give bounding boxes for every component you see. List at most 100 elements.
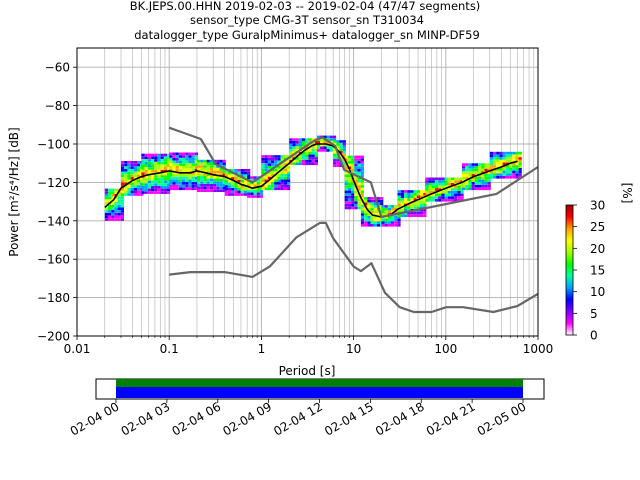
heatmap-cell [182, 174, 186, 177]
heatmap-cell [423, 192, 427, 196]
heatmap-cell [357, 158, 361, 161]
heatmap-cell [416, 195, 420, 199]
heatmap-cell [287, 176, 291, 180]
heatmap-cell [169, 179, 173, 182]
heatmap-cell [489, 162, 493, 166]
heatmap-cell [381, 224, 385, 227]
heatmap-cell [151, 185, 155, 189]
heatmap-cell [191, 157, 195, 161]
heatmap-cell [108, 218, 112, 221]
heatmap-cell [200, 186, 204, 190]
heatmap-cell [370, 202, 374, 206]
heatmap-cell [431, 199, 435, 202]
heatmap-cell [478, 184, 482, 188]
heatmap-cell [502, 159, 506, 163]
heatmap-cell [465, 163, 469, 166]
heatmap-cell [197, 181, 201, 184]
heatmap-cell [339, 142, 343, 146]
heatmap-cell [438, 180, 442, 183]
heatmap-cell [465, 184, 469, 188]
heatmap-cell [447, 177, 451, 181]
heatmap-cell [175, 155, 179, 158]
heatmap-cell [144, 159, 148, 162]
heatmap-cell [394, 221, 398, 224]
heatmap-cell [342, 142, 346, 146]
heatmap-cell [216, 178, 220, 182]
heatmap-cell [219, 184, 223, 187]
heatmap-cell [505, 167, 509, 171]
heatmap-cell [302, 151, 306, 155]
heatmap-cell [428, 185, 432, 189]
heatmap-cell [185, 174, 189, 177]
heatmap-cell [447, 190, 451, 194]
heatmap-cell [114, 199, 118, 202]
heatmap-cell [227, 179, 232, 183]
heatmap-cell [194, 157, 198, 161]
heatmap-cell [206, 176, 210, 179]
heatmap-cell [213, 189, 217, 192]
heatmap-cell [160, 177, 164, 181]
heatmap-cell [216, 173, 220, 176]
heatmap-cell [342, 145, 346, 149]
heatmap-cell [188, 157, 192, 161]
heatmap-cell [487, 171, 491, 174]
heatmap-cell [515, 162, 519, 166]
heatmap-cell [154, 180, 158, 184]
heatmap-cell [261, 187, 265, 191]
heatmap-cell [267, 182, 271, 185]
heatmap-cell [124, 161, 128, 164]
heatmap-cell [518, 167, 522, 171]
heatmap-cell [277, 176, 281, 180]
heatmap-cell [387, 221, 391, 224]
heatmap-cell [407, 211, 411, 215]
y-tick-label: −120 [37, 176, 70, 190]
heatmap-cell [120, 196, 124, 200]
heatmap-cell [167, 164, 171, 167]
heatmap-cell [468, 182, 472, 185]
heatmap-cell [454, 193, 458, 197]
heatmap-cell [224, 179, 228, 183]
heatmap-cell [336, 159, 340, 162]
heatmap-cell [144, 177, 148, 181]
heatmap-cell [120, 204, 124, 208]
heatmap-cell [271, 155, 275, 158]
heatmap-cell [280, 166, 284, 169]
heatmap-cell [151, 183, 155, 186]
heatmap-cell [287, 160, 291, 164]
heatmap-cell [502, 170, 506, 174]
heatmap-cell [441, 193, 445, 197]
timeline-tick-label: 02-05 00 [475, 399, 529, 438]
heatmap-cell [391, 215, 395, 219]
heatmap-cell [185, 152, 189, 156]
heatmap-cell [191, 179, 195, 182]
heatmap-cell [172, 157, 176, 161]
heatmap-cell [209, 189, 213, 192]
heatmap-cell [394, 205, 398, 208]
heatmap-cell [261, 168, 265, 172]
heatmap-cell [351, 190, 355, 194]
heatmap-cell [157, 183, 161, 186]
heatmap-cell [247, 174, 251, 177]
heatmap-cell [407, 200, 411, 204]
heatmap-cell [127, 163, 131, 167]
heatmap-cell [502, 176, 506, 179]
heatmap-cell [157, 191, 161, 194]
heatmap-cell [203, 162, 207, 166]
heatmap-cell [468, 174, 472, 177]
heatmap-cell [175, 176, 179, 180]
heatmap-cell [410, 211, 414, 215]
heatmap-cell [259, 195, 264, 198]
heatmap-cell [231, 190, 235, 194]
heatmap-cell [261, 160, 265, 164]
heatmap-cell [234, 187, 238, 191]
heatmap-cell [130, 169, 134, 172]
heatmap-cell [243, 171, 248, 175]
heatmap-cell [465, 168, 469, 172]
heatmap-cell [243, 179, 248, 183]
heatmap-cell [133, 171, 137, 175]
heatmap-cell [380, 199, 384, 203]
heatmap-cell [333, 140, 337, 143]
heatmap-cell [518, 151, 522, 155]
heatmap-cell [454, 180, 458, 183]
heatmap-cell [271, 174, 275, 177]
